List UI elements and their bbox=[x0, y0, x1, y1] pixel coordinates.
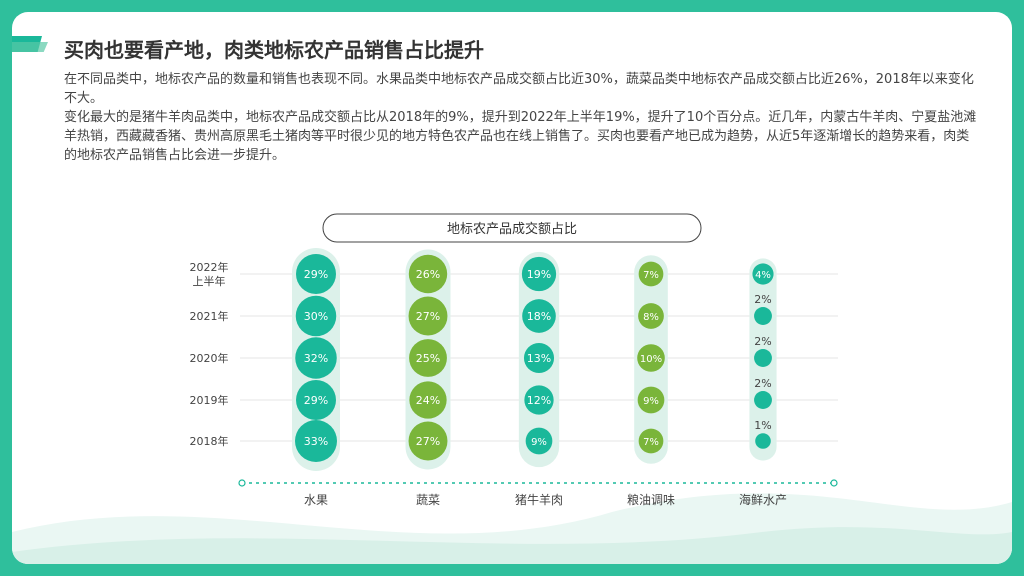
bubble bbox=[296, 380, 336, 420]
data-label: 18% bbox=[527, 310, 551, 323]
bubble bbox=[638, 428, 664, 454]
data-label: 30% bbox=[304, 310, 328, 323]
y-tick-label: 上半年 bbox=[193, 274, 226, 288]
data-label: 29% bbox=[304, 394, 328, 407]
data-label: 24% bbox=[416, 394, 440, 407]
bubble-chart: 地标农产品成交额占比 2018年 2019年 2020年 2021年 2022年上半年 33… bbox=[190, 213, 838, 507]
data-label: 2% bbox=[754, 377, 771, 390]
data-label: 27% bbox=[416, 310, 440, 323]
data-label: 12% bbox=[527, 394, 551, 407]
x-tick-label: 粮油调味 bbox=[627, 492, 675, 507]
y-tick-label: 2022年 bbox=[190, 260, 229, 274]
y-tick-label: 2018年 bbox=[190, 434, 229, 448]
bubble bbox=[521, 256, 557, 292]
slide-frame: 买肉也要看产地，肉类地标农产品销售占比提升 在不同品类中，地标农产品的数量和销售… bbox=[12, 12, 1012, 564]
chart-title: 地标农产品成交额占比 bbox=[447, 221, 577, 237]
bubble bbox=[754, 391, 772, 409]
bubble bbox=[523, 342, 555, 374]
data-label: 4% bbox=[755, 270, 771, 281]
description-paragraph-1: 在不同品类中，地标农产品的数量和销售也表现不同。水果品类中地标农产品成交额占比近… bbox=[64, 72, 974, 106]
data-label: 32% bbox=[304, 352, 328, 365]
bubble bbox=[295, 295, 337, 337]
page-title: 买肉也要看产地，肉类地标农产品销售占比提升 bbox=[64, 38, 484, 62]
data-label: 2% bbox=[754, 293, 771, 306]
bubble bbox=[522, 299, 556, 333]
bubble bbox=[524, 385, 554, 415]
bubble bbox=[637, 344, 665, 372]
bubble bbox=[408, 421, 448, 461]
x-tick-label: 蔬菜 bbox=[416, 493, 440, 507]
description-paragraph-2: 变化最大的是猪牛羊肉品类中，地标农产品成交额占比从2018年的9%，提升到202… bbox=[64, 110, 977, 163]
data-label: 9% bbox=[531, 437, 547, 448]
data-label: 7% bbox=[643, 270, 659, 281]
data-label: 9% bbox=[643, 396, 659, 407]
bubble bbox=[295, 337, 337, 379]
data-label: 10% bbox=[640, 354, 662, 365]
bubble bbox=[525, 427, 553, 455]
bubble bbox=[408, 254, 448, 294]
bubble bbox=[296, 254, 336, 294]
bubble bbox=[408, 296, 448, 336]
header-accent-shape bbox=[12, 36, 48, 52]
data-label: 1% bbox=[754, 419, 771, 432]
y-tick-label: 2019年 bbox=[190, 393, 229, 407]
y-tick-label: 2021年 bbox=[190, 309, 229, 323]
data-label: 33% bbox=[304, 435, 328, 448]
data-label: 19% bbox=[527, 268, 551, 281]
bubble bbox=[409, 339, 447, 377]
bubble bbox=[637, 386, 665, 414]
x-tick-label: 水果 bbox=[304, 493, 328, 507]
data-label: 26% bbox=[416, 268, 440, 281]
chart-title-pill bbox=[322, 213, 702, 243]
description: 在不同品类中，地标农产品的数量和销售也表现不同。水果品类中地标农产品成交额占比近… bbox=[64, 70, 978, 165]
data-label: 27% bbox=[416, 435, 440, 448]
bubble bbox=[754, 307, 772, 325]
data-label: 8% bbox=[643, 312, 659, 323]
bubble bbox=[752, 263, 774, 285]
x-axis-end-cap bbox=[238, 479, 246, 487]
bubble bbox=[638, 303, 664, 329]
x-tick-label: 海鲜水产 bbox=[739, 492, 787, 507]
data-label: 29% bbox=[304, 268, 328, 281]
x-tick-label: 猪牛羊肉 bbox=[515, 492, 563, 507]
data-label: 13% bbox=[527, 352, 551, 365]
data-label: 25% bbox=[416, 352, 440, 365]
background-waves bbox=[12, 493, 1012, 564]
bubble bbox=[295, 420, 337, 462]
data-label: 7% bbox=[643, 437, 659, 448]
data-label: 2% bbox=[754, 335, 771, 348]
bubble bbox=[638, 261, 664, 287]
x-axis-end-cap bbox=[830, 479, 838, 487]
bubble bbox=[409, 381, 447, 419]
y-tick-label: 2020年 bbox=[190, 351, 229, 365]
bubble bbox=[755, 433, 771, 449]
bubble bbox=[754, 349, 772, 367]
